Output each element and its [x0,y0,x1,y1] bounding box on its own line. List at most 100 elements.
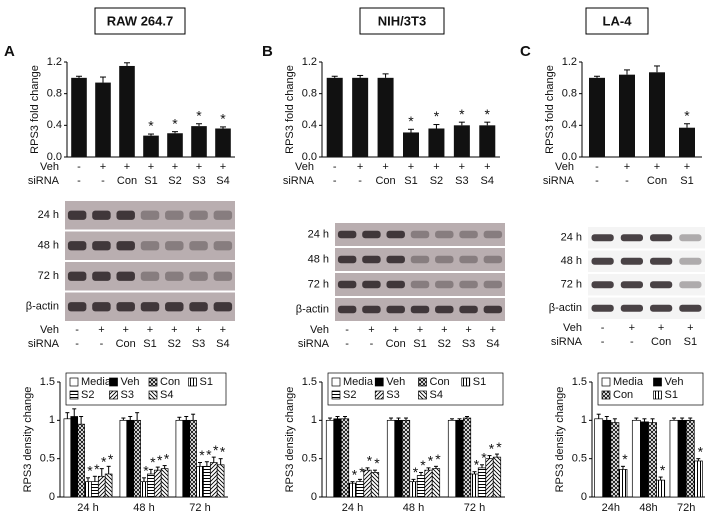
blot-band [67,241,87,251]
significance: * [481,450,487,466]
significance: * [428,453,434,469]
row-value: S1 [684,336,697,348]
panel-title: NIH/3T3 [378,13,426,28]
legend-swatch [148,390,158,400]
row-value: S4 [481,175,494,187]
panel-letter: A [4,43,15,60]
row-label: siRNA [28,175,60,187]
y-tick-label: 0.5 [40,453,55,465]
title-box [585,7,649,35]
blot-band [116,241,135,251]
blot-band [165,210,184,220]
significance: * [101,453,107,469]
bar [340,418,350,498]
significance: * [408,113,414,129]
bar [189,419,197,498]
legend-swatch [418,390,427,400]
row-value: - [630,336,634,348]
bar [77,423,85,498]
blot-strip [335,248,505,271]
bar [191,126,207,157]
y-tick-label: 0.5 [302,453,317,465]
blot-band [620,257,643,265]
blot-band [591,304,614,312]
blot-band [435,230,454,239]
y-axis-label: RPS3 fold change [284,65,296,154]
blot-band [67,302,87,312]
bar [363,469,372,498]
y-tick-label: 0.8 [47,88,62,100]
bar [685,419,695,498]
blot-band [459,230,478,239]
legend-label: Con [160,376,180,388]
row-value: - [333,175,337,187]
blot-band [650,257,673,265]
significance: * [459,106,465,122]
y-tick-label: 0.4 [562,119,577,131]
row-value: + [684,161,690,173]
bar [648,422,657,498]
blot-band [67,271,87,281]
significance: * [199,447,205,463]
x-tick-label: 24 h [342,502,363,512]
bar [143,135,159,157]
y-tick-label: 0 [581,491,587,503]
blot-band [386,305,405,314]
significance: * [367,453,373,469]
blot-label: β-actin [26,301,59,313]
y-tick-label: 1.2 [47,56,62,68]
blot-band [92,241,111,251]
bar [95,82,111,157]
legend-label: Con [613,389,633,401]
bar [160,468,169,498]
blot-band [189,241,208,251]
legend-label: S1 [665,389,678,401]
bar [133,419,141,498]
title-box [94,7,186,35]
row-value: + [172,161,178,173]
blot-label: 72 h [561,279,582,291]
panel-title: RAW 264.7 [107,13,173,28]
blot-label: 72 h [38,270,59,282]
row-value: S2 [438,338,451,350]
blot-band [362,255,381,264]
legend-swatch [148,377,158,387]
bar [71,77,87,157]
bar [693,460,703,498]
bar [216,464,225,498]
significance: * [496,439,502,455]
significance: * [108,451,114,467]
blot-label: β-actin [549,302,582,314]
blot-band [140,302,160,312]
significance: * [684,107,690,123]
legend-swatch [331,377,341,387]
bar [640,421,649,498]
blot-band [620,281,643,289]
bar [386,419,396,498]
bar [677,419,687,498]
blot-band [435,280,454,289]
legend-swatch [331,390,341,400]
blot-band [410,280,430,289]
significance: * [413,464,419,480]
legend-label: S4 [430,389,443,401]
row-value: + [368,324,374,336]
y-tick-label: 0.0 [47,151,62,163]
blot-band [620,304,643,312]
bar [348,482,357,498]
row-label: siRNA [283,175,315,187]
significance: * [87,463,93,479]
significance: * [94,461,100,477]
bar [416,475,426,498]
row-value: + [147,324,153,336]
bar [447,419,457,498]
blot-strip [335,223,505,246]
y-tick-label: 0.0 [562,151,577,163]
legend-swatch [418,377,427,387]
blot-band [189,271,208,281]
significance: * [420,457,426,473]
legend-box [65,372,227,406]
bar [470,473,479,498]
row-value: S2 [168,338,181,350]
row-value: + [122,324,128,336]
